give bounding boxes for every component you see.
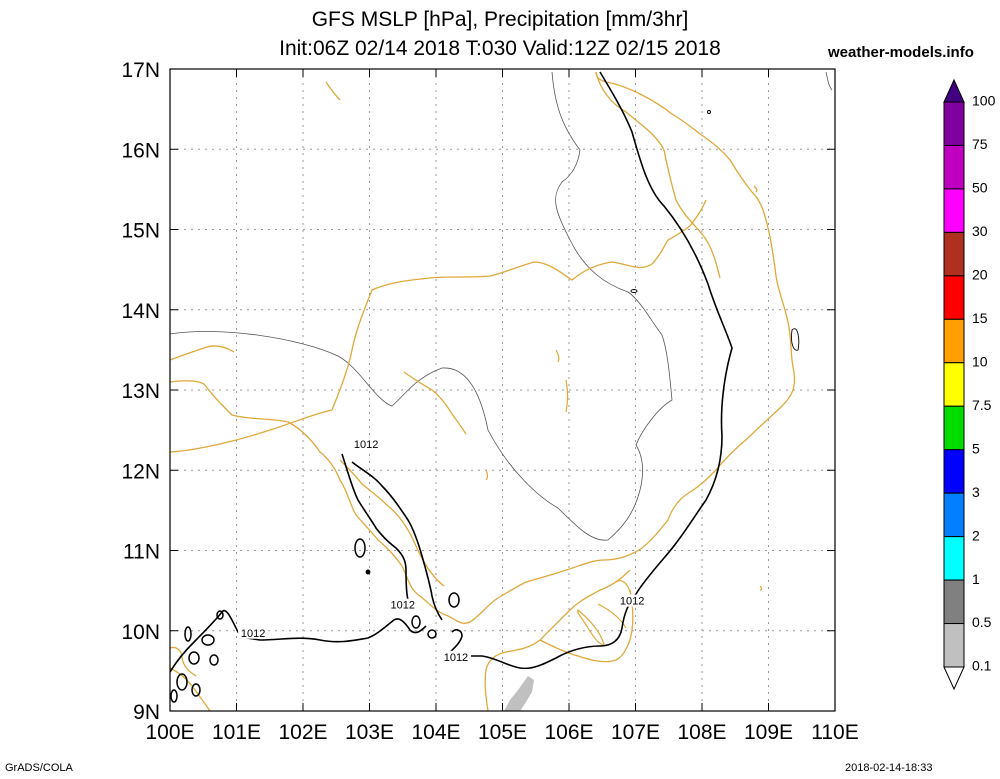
- colorbar-swatch: [943, 275, 965, 320]
- lat-label: 10N: [121, 621, 160, 644]
- axis-ticks: 100E 101E 102E 103E 104E 105E 106E 107E 108E 109E…: [121, 59, 858, 744]
- isobar-loops: [170, 538, 460, 703]
- colorbar-label: 3: [972, 484, 980, 500]
- lat-label: 13N: [121, 380, 160, 403]
- colorbar-label: 50: [972, 180, 988, 196]
- isobar-label: 1012: [354, 439, 378, 451]
- lat-label: 9N: [133, 701, 160, 724]
- lon-label: 110E: [811, 721, 859, 744]
- footer-right: 2018-02-14-18:33: [845, 762, 933, 774]
- colorbar-label: 20: [972, 267, 988, 283]
- lat-label: 11N: [123, 541, 160, 564]
- site-label: weather-models.info: [828, 44, 974, 61]
- colorbar-swatch: [943, 623, 965, 668]
- colorbar-swatch: [943, 362, 965, 407]
- isobar-label-bg: [440, 650, 471, 663]
- lat-label: 12N: [121, 460, 160, 483]
- colorbar-label: 5: [972, 440, 980, 456]
- lat-label: 16N: [121, 139, 160, 162]
- colorbar-label: 10: [972, 353, 988, 369]
- lon-label: 106E: [544, 721, 593, 744]
- lon-label: 105E: [478, 721, 527, 744]
- map-feature-lakes: [365, 110, 800, 575]
- lat-label: 17N: [121, 59, 160, 82]
- lon-label: 104E: [411, 721, 460, 744]
- isobar-label: 1012: [444, 652, 468, 664]
- colorbar-bottom-arrow: [943, 666, 965, 691]
- lon-label: 107E: [611, 721, 660, 744]
- colorbar-label: 1: [972, 571, 980, 587]
- lat-label: 14N: [121, 300, 160, 323]
- isobar-label-bg: [387, 598, 418, 611]
- coastlines: [170, 71, 796, 711]
- lon-label: 101E: [212, 721, 261, 744]
- isobar-label: 1012: [391, 600, 415, 612]
- colorbar: 0.1 0.5 1 2 3 5 7.5 10 15 20 30 50 75 100: [943, 78, 996, 691]
- lon-label: 103E: [345, 721, 394, 744]
- colorbar-swatch: [943, 579, 965, 625]
- colorbar-label: 75: [972, 136, 988, 152]
- colorbar-swatch: [943, 188, 965, 233]
- lon-label: 109E: [744, 721, 793, 744]
- chart-title: GFS MSLP [hPa], Precipitation [mm/3hr]: [311, 8, 689, 31]
- chart-subtitle: Init:06Z 02/14 2018 T:030 Valid:12Z 02/1…: [279, 37, 721, 60]
- colorbar-swatch: [943, 318, 965, 364]
- colorbar-top-arrow: [943, 78, 965, 103]
- colorbar-swatch: [943, 144, 965, 190]
- colorbar-swatch: [943, 536, 965, 581]
- colorbar-label: 0.5: [972, 614, 992, 630]
- country-borders: [170, 71, 833, 541]
- isobar-label-layer: 1012 1012 1012 1012 1012: [238, 438, 648, 664]
- colorbar-label: 30: [972, 223, 988, 239]
- lon-label: 100E: [145, 721, 194, 744]
- isobar-label: 1012: [620, 596, 644, 608]
- colorbar-label: 7.5: [972, 397, 992, 413]
- colorbar-swatch: [943, 449, 965, 494]
- lon-label: 108E: [677, 721, 726, 744]
- colorbar-label: 2: [972, 527, 980, 543]
- colorbar-swatch: [943, 101, 965, 146]
- colorbar-label: 15: [972, 310, 988, 326]
- colorbar-label: 0.1: [972, 658, 992, 674]
- footer-left: GrADS/COLA: [5, 762, 73, 774]
- colorbar-label: 100: [972, 93, 996, 109]
- isobar-label-bg: [238, 626, 269, 639]
- lat-label: 15N: [121, 220, 160, 243]
- colorbar-swatch: [943, 405, 965, 451]
- lon-label: 102E: [278, 721, 327, 744]
- colorbar-swatch: [943, 492, 965, 538]
- colorbar-swatch: [943, 231, 965, 277]
- coast-islands: [485, 349, 763, 645]
- isobar-label: 1012: [241, 628, 265, 640]
- isobar-label-bg: [617, 594, 648, 607]
- precip-area: [504, 676, 534, 711]
- isobar-label-bg: [351, 438, 382, 451]
- isobars: [170, 71, 733, 673]
